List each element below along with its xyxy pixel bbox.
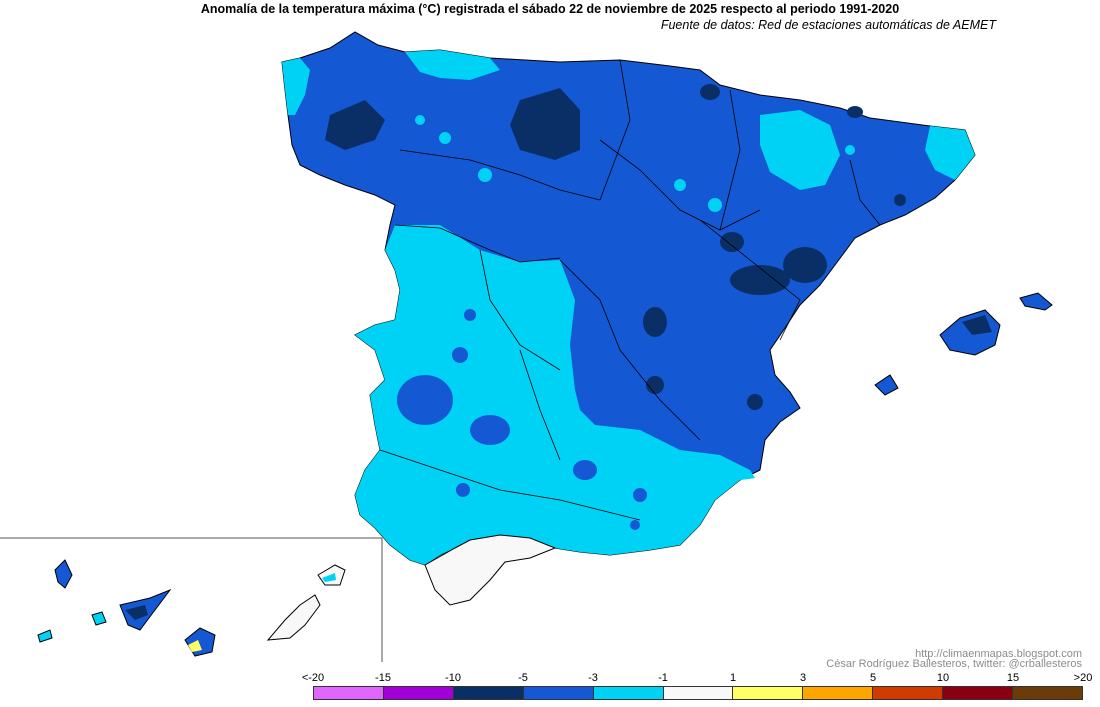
legend-tick-label: 15 (1006, 672, 1020, 684)
legend-swatch (943, 687, 1014, 699)
legend-tick-label: -1 (658, 672, 668, 684)
legend-swatch (803, 687, 874, 699)
blog-credit: http://climaenmapas.blogspot.com (915, 648, 1082, 660)
region-southeast (680, 450, 755, 500)
legend-swatch (873, 687, 944, 699)
legend-ticks: <-20 -15 -10 -5 -3 -1 1 3 5 10 15 >20 (302, 672, 1093, 686)
dark-zones (325, 84, 906, 410)
region-northwest (282, 58, 310, 115)
canary-islands (37, 559, 346, 657)
legend-tick-label: 1 (729, 672, 737, 684)
legend-tick-label: 5 (869, 672, 877, 684)
province-borders (379, 59, 881, 521)
legend-swatch (314, 687, 384, 699)
author-credit: César Rodríguez Ballesteros, twitter: @c… (826, 658, 1082, 670)
data-source: Fuente de datos: Red de estaciones autom… (660, 18, 996, 32)
canary-inset-frame (0, 537, 383, 662)
legend-swatch (453, 687, 524, 699)
region-catalonia (925, 126, 975, 180)
legend-swatch (1013, 687, 1082, 699)
region-cantabria (405, 50, 500, 80)
legend-tick-label: <-20 (301, 672, 325, 684)
legend-tick-label: 3 (799, 672, 807, 684)
legend-swatch (663, 687, 734, 699)
region-southwest (355, 225, 755, 565)
legend-swatch (593, 687, 664, 699)
legend-tick-label: 10 (936, 672, 950, 684)
map-title: Anomalía de la temperatura máxima (°C) r… (200, 2, 900, 16)
legend-swatch (523, 687, 594, 699)
legend-tick-label: -15 (375, 672, 391, 684)
blue-spots (397, 309, 647, 530)
legend-swatch (733, 687, 804, 699)
region-malaga (424, 534, 557, 606)
legend-swatch (383, 687, 454, 699)
legend-tick-label: -3 (588, 672, 598, 684)
balearic-islands (874, 292, 1053, 396)
legend-tick-label: -5 (518, 672, 528, 684)
color-legend (313, 686, 1083, 700)
legend-tick-label: -10 (445, 672, 461, 684)
region-ebro (760, 110, 840, 190)
legend-tick-label: >20 (1073, 672, 1093, 684)
cyan-spots (415, 115, 855, 212)
